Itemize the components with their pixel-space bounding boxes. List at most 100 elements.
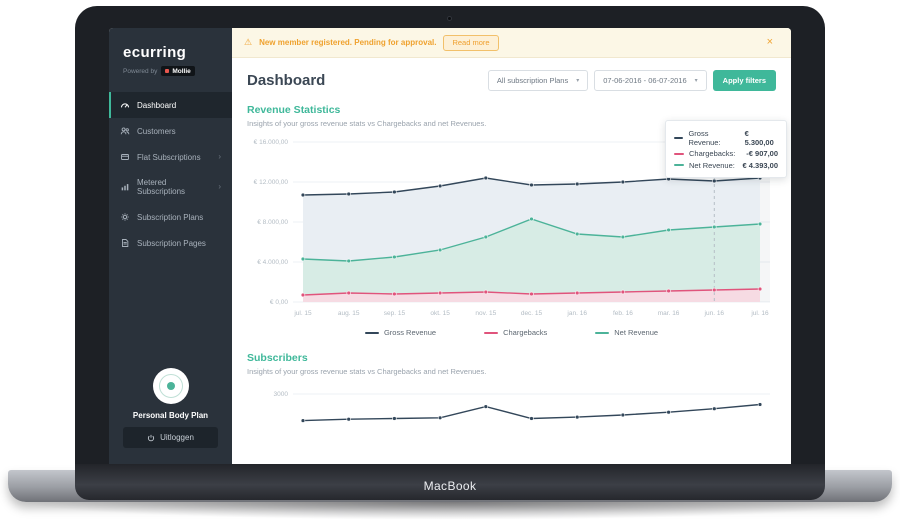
gross-revenue-swatch	[364, 331, 379, 334]
sidebar-item-subscription-pages[interactable]: Subscription Pages	[109, 230, 232, 256]
subscribers-section-header: Subscribers Insights of your gross reven…	[247, 352, 776, 376]
dashboard-icon	[120, 100, 130, 110]
tooltip-label: Chargebacks:	[689, 149, 736, 158]
sidebar-item-label: Dashboard	[137, 100, 177, 110]
tooltip-row-chargebacks: Chargebacks: -€ 907,00	[674, 149, 778, 158]
avatar-logo-icon	[158, 374, 183, 398]
svg-text:okt. 15: okt. 15	[430, 310, 450, 317]
revenue-section-header: Revenue Statistics Insights of your gros…	[247, 104, 776, 128]
svg-text:dec. 15: dec. 15	[521, 310, 543, 317]
sidebar-menu: Dashboard Customers Flat Subscriptions	[109, 92, 232, 256]
main-area: ⚠ New member registered. Pending for app…	[232, 28, 791, 464]
metered-subscriptions-icon	[120, 182, 130, 192]
svg-text:jul. 16: jul. 16	[750, 310, 769, 317]
subscription-plan-select-value: All subscription Plans	[496, 76, 569, 85]
chargebacks-swatch	[484, 331, 499, 334]
chevron-down-icon: ▾	[694, 78, 698, 84]
filter-controls: All subscription Plans ▾ 07-06-2016 - 06…	[487, 70, 776, 91]
logo-block: ecurring Powered by Mollie	[109, 28, 232, 88]
tooltip-label: Gross Revenue:	[688, 128, 721, 147]
close-icon[interactable]: ×	[761, 36, 779, 49]
flat-subscriptions-icon	[120, 152, 130, 162]
net-revenue-swatch	[674, 164, 684, 166]
app-window: ecurring Powered by Mollie D	[109, 28, 791, 464]
mollie-logo: Mollie	[161, 66, 195, 76]
sidebar-item-metered-subscriptions[interactable]: Metered Subscriptions ›	[109, 170, 232, 204]
laptop-hinge: MacBook	[75, 462, 825, 500]
tooltip-row-gross: Gross Revenue: € 5.300,00	[674, 129, 778, 147]
svg-text:mar. 16: mar. 16	[658, 310, 680, 317]
power-icon	[148, 434, 155, 441]
sidebar-item-dashboard[interactable]: Dashboard	[109, 92, 232, 118]
legend-item-net-revenue: Net Revenue	[595, 328, 658, 337]
logout-label: Uitloggen	[160, 433, 194, 442]
subscription-plan-select[interactable]: All subscription Plans ▾	[487, 70, 589, 91]
app-logo: ecurring	[123, 44, 187, 61]
legend-item-gross-revenue: Gross Revenue	[364, 328, 437, 337]
page-header: Dashboard All subscription Plans ▾ 07-06…	[247, 70, 776, 91]
revenue-section-title: Revenue Statistics	[247, 104, 341, 116]
chevron-right-icon: ›	[218, 182, 221, 191]
net-revenue-swatch	[595, 331, 610, 334]
legend-label: Chargebacks	[503, 328, 548, 337]
laptop-screen: ecurring Powered by Mollie D	[75, 6, 825, 464]
date-range-select[interactable]: 07-06-2016 - 06-07-2016 ▾	[594, 70, 707, 91]
date-range-value: 07-06-2016 - 06-07-2016	[603, 76, 687, 85]
legend-label: Gross Revenue	[383, 328, 437, 337]
read-more-button[interactable]: Read more	[443, 34, 499, 51]
legend-item-chargebacks: Chargebacks	[484, 328, 547, 337]
svg-text:jan. 16: jan. 16	[566, 310, 587, 317]
chevron-down-icon: ▾	[576, 78, 580, 84]
subscribers-chart: 3000	[247, 382, 776, 442]
webcam-icon	[447, 16, 452, 21]
sidebar-item-label: Subscription Plans	[137, 212, 204, 222]
tooltip-value: € 4.393,00	[742, 160, 778, 170]
chart-tooltip: Gross Revenue: € 5.300,00 Chargebacks: -…	[665, 120, 787, 178]
customers-icon	[120, 126, 130, 136]
gross-revenue-swatch	[674, 136, 684, 139]
warning-icon: ⚠	[244, 37, 253, 47]
legend-label: Net Revenue	[614, 328, 659, 337]
mollie-icon	[165, 69, 170, 73]
svg-text:€ 0,00: € 0,00	[270, 299, 288, 306]
sidebar-item-subscription-plans[interactable]: Subscription Plans	[109, 204, 232, 230]
subscribers-section-title: Subscribers	[247, 352, 308, 364]
avatar	[152, 368, 189, 404]
revenue-chart: € 16.000,00 € 12.000,00 € 8.000,00 € 4.000,…	[247, 134, 776, 322]
chevron-right-icon: ›	[218, 152, 221, 161]
sidebar-account: Personal Body Plan Uitloggen	[109, 358, 232, 464]
svg-text:aug. 15: aug. 15	[338, 310, 360, 317]
tooltip-value: -€ 907,00	[746, 149, 778, 158]
svg-text:€ 8.000,00: € 8.000,00	[257, 219, 288, 226]
tooltip-label: Net Revenue:	[689, 160, 735, 170]
sidebar-item-flat-subscriptions[interactable]: Flat Subscriptions ›	[109, 144, 232, 170]
apply-filters-button[interactable]: Apply filters	[712, 70, 776, 91]
subscribers-section-subtitle: Insights of your gross revenue stats vs …	[247, 367, 487, 376]
svg-text:feb. 16: feb. 16	[613, 310, 633, 317]
subscribers-chart-svg: 3000	[274, 391, 770, 423]
svg-text:€ 16.000,00: € 16.000,00	[254, 139, 289, 146]
tooltip-value: € 5.300,00	[744, 128, 774, 147]
svg-text:€ 12.000,00: € 12.000,00	[254, 179, 289, 186]
logout-button[interactable]: Uitloggen	[123, 427, 218, 448]
gear-icon	[120, 212, 130, 222]
pages-icon	[120, 238, 130, 248]
svg-text:nov. 15: nov. 15	[475, 310, 496, 317]
svg-text:jul. 15: jul. 15	[293, 310, 312, 317]
revenue-section-subtitle: Insights of your gross revenue stats vs …	[247, 119, 487, 128]
sidebar-item-label: Metered Subscriptions	[137, 178, 186, 196]
sidebar-item-label: Flat Subscriptions	[137, 152, 201, 162]
account-name: Personal Body Plan	[132, 411, 209, 420]
sidebar-item-label: Subscription Pages	[137, 238, 206, 248]
svg-text:3000: 3000	[274, 391, 289, 398]
sidebar-item-customers[interactable]: Customers	[109, 118, 232, 144]
powered-by-label: Powered by	[123, 67, 158, 75]
revenue-chart-svg: € 16.000,00 € 12.000,00 € 8.000,00 € 4.000,…	[254, 139, 770, 317]
dashboard-content: Dashboard All subscription Plans ▾ 07-06…	[232, 58, 791, 464]
chargebacks-swatch	[674, 152, 684, 155]
chart-legend: Gross Revenue Chargebacks Net Revenue	[247, 328, 776, 337]
notification-bar: ⚠ New member registered. Pending for app…	[232, 28, 791, 58]
tooltip-row-net: Net Revenue: € 4.393,00	[674, 161, 778, 170]
svg-text:€ 4.000,00: € 4.000,00	[257, 259, 288, 266]
